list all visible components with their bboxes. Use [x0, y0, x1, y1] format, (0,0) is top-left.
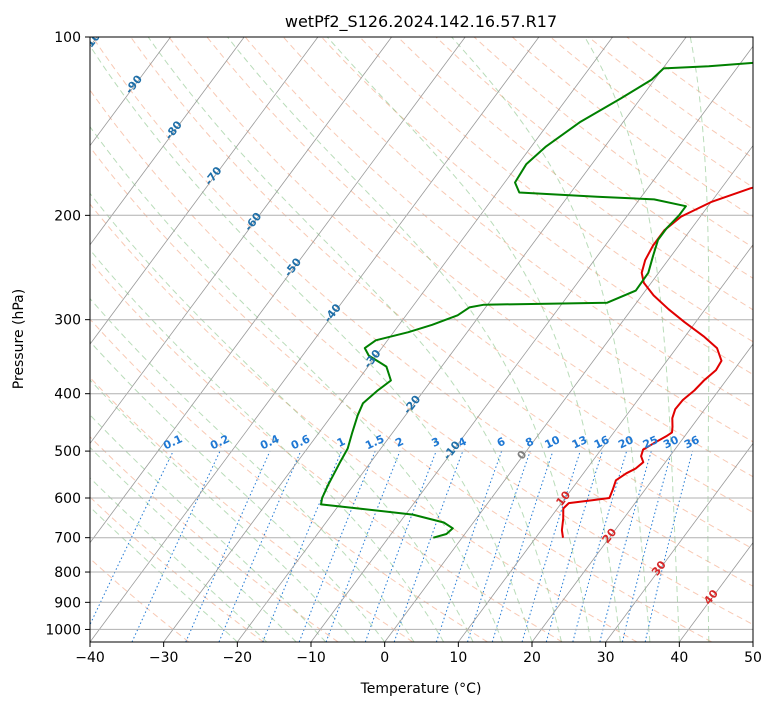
dry-adiabat-line [168, 37, 753, 513]
mixing-ratio-line [393, 450, 464, 642]
y-tick-label: 900 [54, 595, 81, 611]
moist-adiabat-line [689, 37, 710, 642]
y-axis-label: Pressure (hPa) [11, 289, 27, 389]
dry-adiabat-line [321, 37, 753, 376]
dry-adiabat-line [90, 89, 753, 626]
isotherm-line [457, 244, 753, 642]
moist-adiabat-line [90, 379, 356, 642]
moist-adiabat-line [90, 477, 268, 642]
x-tick-label: 30 [597, 650, 615, 666]
x-tick-label: −20 [223, 650, 253, 666]
moist-adiabat-line [584, 37, 680, 642]
mixing-ratio-line [521, 450, 581, 642]
mixing-ratio-label: 13 [570, 433, 589, 451]
mixing-ratio-line [467, 450, 531, 642]
x-tick-label: −30 [149, 650, 179, 666]
dry-adiabat-line [282, 37, 753, 409]
dry-adiabat-line [90, 146, 712, 642]
moist-adiabat-line [90, 414, 327, 642]
x-tick-label: 40 [670, 650, 688, 666]
moist-adiabat-line [326, 37, 621, 642]
dry-adiabat-line [550, 37, 753, 188]
moist-adiabat-line [90, 446, 297, 642]
moist-adiabat-line [90, 506, 238, 642]
data-series [320, 61, 753, 539]
isotherm-line [384, 144, 753, 642]
x-tick-label: −10 [296, 650, 326, 666]
isotherm-line [90, 37, 245, 246]
y-tick-label: 700 [54, 531, 81, 547]
dry-adiabat-line [359, 37, 753, 343]
isotherm-line [90, 37, 171, 147]
isotherm-line [310, 45, 753, 642]
isotherm-line [531, 343, 753, 642]
dry-adiabat-line [90, 203, 638, 642]
isotherm-line [90, 37, 319, 345]
moist-adiabat-line [227, 37, 592, 642]
mixing-ratio-line [644, 450, 694, 642]
y-axis-ticks: 100 200 300 400 500 600 700 800 900 1000 [45, 30, 90, 638]
isotherm-line [605, 442, 753, 642]
y-tick-label: 100 [54, 30, 81, 46]
dry-adiabat-line [90, 376, 414, 642]
mixing-ratio-line [491, 450, 554, 642]
dry-adiabat-line [206, 37, 753, 478]
mixing-ratio-label: 30 [661, 433, 681, 451]
dry-adiabat-line [90, 496, 264, 642]
x-axis-label: Temperature (°C) [360, 681, 482, 697]
isotherm-line [90, 37, 466, 544]
y-tick-label: 300 [54, 313, 81, 329]
isotherm-line [236, 37, 687, 642]
x-tick-label: 20 [523, 650, 541, 666]
y-tick-label: 500 [54, 444, 81, 460]
mixing-ratio-line [572, 450, 628, 642]
plot-frame [89, 36, 754, 643]
isotherm-line [752, 641, 753, 642]
moist-adiabat-line [90, 297, 415, 642]
mixing-ratio-label: 20 [616, 433, 636, 451]
y-tick-label: 600 [54, 491, 81, 507]
x-tick-label: 50 [744, 650, 762, 666]
mixing-ratio-line [621, 450, 673, 642]
y-tick-label: 200 [54, 208, 81, 224]
x-tick-label: 10 [449, 650, 467, 666]
mixing-ratio-line [599, 450, 652, 642]
temperature-profile-line [560, 186, 753, 538]
x-axis-ticks: −40 −30 −20 −10 0 10 20 30 40 50 [75, 642, 762, 666]
y-tick-label: 800 [54, 565, 81, 581]
moist-adiabat-line [90, 125, 503, 642]
isotherm-line [163, 37, 613, 642]
mixing-ratio-line [90, 450, 174, 626]
dry-adiabat-line [588, 37, 753, 159]
moist-adiabats [90, 37, 710, 642]
moist-adiabat-line [90, 44, 533, 642]
x-tick-label: 0 [380, 650, 389, 666]
moist-adiabat-line [451, 37, 651, 642]
plot-background [90, 37, 753, 642]
moist-adiabat-line [147, 37, 562, 642]
y-tick-label: 1000 [45, 622, 81, 638]
isotherms [90, 37, 753, 642]
dewpoint-profile-line [320, 61, 753, 539]
isotherm-line [90, 37, 392, 445]
mixing-ratio-line [435, 450, 503, 642]
mixing-ratio-label: 36 [682, 433, 702, 451]
mixing-ratio-line [131, 450, 221, 642]
isotherm-line [90, 37, 540, 642]
dry-adiabat-line [511, 37, 753, 218]
moist-adiabat-line [90, 340, 386, 642]
mixing-ratio-line [185, 450, 271, 642]
mixing-ratio-label: 16 [592, 433, 612, 451]
dry-adiabat-line [90, 260, 563, 642]
mixing-ratio-label: 10 [543, 433, 563, 451]
chart-title: wetPf2_S126.2024.142.16.57.R17 [285, 12, 557, 32]
mixing-ratio-line [218, 450, 302, 642]
y-tick-label: 400 [54, 387, 81, 403]
mixing-ratio-label: 25 [641, 433, 660, 451]
dry-adiabat-line [130, 37, 753, 550]
x-tick-label: −40 [75, 650, 105, 666]
